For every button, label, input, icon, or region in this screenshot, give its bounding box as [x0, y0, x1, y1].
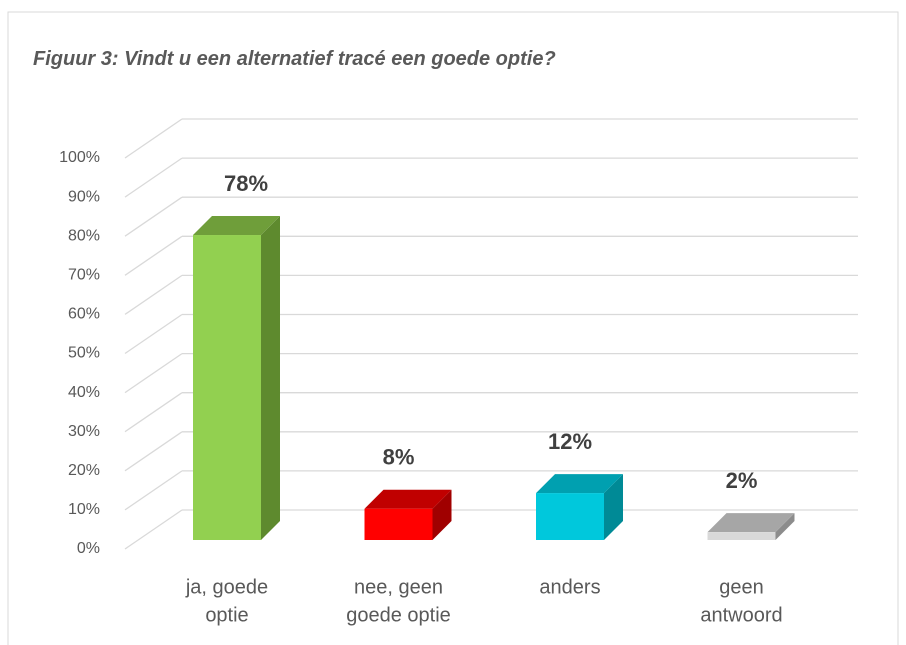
y-tick-label: 0%	[77, 540, 100, 557]
bar	[707, 532, 776, 540]
value-label: 8%	[383, 445, 415, 470]
bar-side	[775, 513, 795, 540]
x-tick-label: ja, goede	[185, 576, 268, 598]
bar-top	[193, 216, 280, 236]
y-tick-label: 60%	[68, 306, 100, 323]
grid-line	[124, 313, 183, 355]
bar	[364, 508, 433, 540]
x-tick-label: antwoord	[700, 604, 782, 626]
grid-line	[124, 235, 183, 276]
bar-side	[604, 474, 623, 540]
y-tick-label: 50%	[68, 345, 100, 362]
bar	[193, 235, 261, 540]
x-tick-label: geen	[719, 576, 764, 598]
x-tick-label: optie	[205, 604, 248, 626]
chart-title: Figuur 3: Vindt u een alternatief tracé …	[33, 48, 556, 70]
grid-line	[124, 509, 183, 550]
grid-line	[124, 196, 183, 237]
y-tick-label: 90%	[68, 188, 100, 205]
bar-top	[364, 489, 452, 509]
y-tick-label: 40%	[68, 384, 100, 401]
grid-line	[124, 118, 183, 159]
x-tick-label: nee, geen	[354, 576, 443, 598]
value-label: 78%	[224, 171, 268, 196]
y-tick-label: 10%	[68, 501, 100, 518]
y-tick-label: 20%	[68, 462, 100, 479]
grid-line	[124, 157, 183, 198]
bar-side	[261, 216, 280, 540]
value-label: 2%	[726, 468, 758, 493]
y-tick-label: 30%	[68, 423, 100, 440]
x-tick-label: anders	[539, 576, 600, 598]
grid-line	[124, 470, 183, 511]
bar-side	[432, 489, 452, 540]
grid-line	[124, 353, 183, 394]
bar-top	[707, 513, 795, 533]
bar	[536, 493, 604, 540]
grid-line	[124, 431, 183, 472]
bar-top	[536, 474, 623, 494]
grid-line	[124, 392, 183, 433]
y-tick-label: 70%	[68, 267, 100, 284]
value-label: 12%	[548, 429, 592, 454]
y-tick-label: 100%	[59, 149, 100, 166]
y-tick-label: 80%	[68, 227, 100, 244]
x-tick-label: goede optie	[346, 604, 451, 626]
frame	[7, 11, 899, 645]
grid-line	[124, 274, 183, 315]
